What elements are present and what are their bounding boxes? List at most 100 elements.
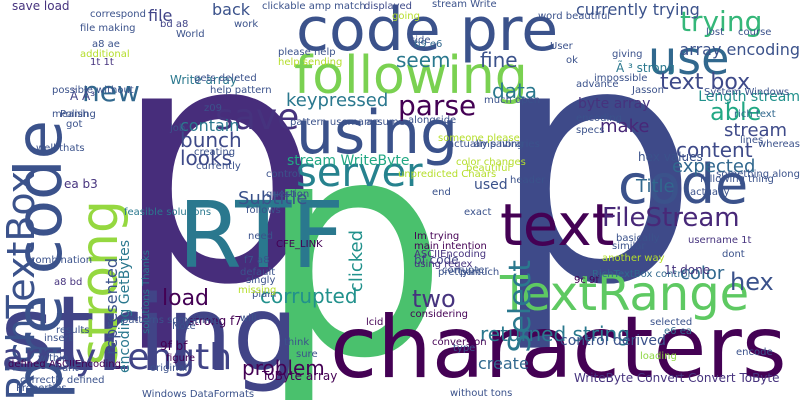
word: content bbox=[676, 138, 753, 162]
word: Note bbox=[172, 321, 196, 332]
word: a8 bd bbox=[54, 277, 83, 288]
word: make bbox=[600, 116, 650, 137]
word: selected bbox=[650, 317, 693, 328]
word: ok bbox=[566, 55, 578, 66]
word: Properties bbox=[16, 383, 67, 394]
word: encoding bbox=[576, 113, 622, 124]
word: corrupted bbox=[260, 284, 358, 308]
word: help pattern bbox=[210, 85, 272, 96]
word: contain bbox=[180, 116, 240, 135]
word: bd a8 bbox=[160, 19, 189, 30]
word: new bbox=[82, 75, 140, 108]
word: encoding GetBytes bbox=[117, 240, 133, 373]
word: color changes bbox=[456, 157, 526, 168]
word: p bbox=[490, 0, 700, 357]
word: defined ASCIIEncoding bbox=[8, 359, 121, 370]
word: Polish bbox=[60, 109, 89, 120]
word: text bbox=[500, 191, 615, 259]
word: think bbox=[284, 337, 310, 348]
word: something along bbox=[716, 169, 800, 180]
word: data bbox=[492, 79, 538, 103]
word: array encoding bbox=[679, 40, 800, 59]
word: missing bbox=[238, 285, 277, 296]
word: original bbox=[150, 363, 188, 374]
word: RichTextBox control bbox=[592, 269, 691, 280]
word: System Windows bbox=[704, 87, 790, 98]
word: byte array bbox=[578, 96, 651, 112]
word: type bbox=[453, 343, 476, 354]
word: got bbox=[66, 119, 83, 130]
word: someone please bbox=[438, 133, 520, 144]
word: dont bbox=[722, 249, 745, 260]
word: pattern username bbox=[290, 117, 380, 128]
word: Subtitle bbox=[238, 188, 308, 209]
word: lost bbox=[706, 27, 725, 38]
word: will bbox=[240, 313, 257, 324]
word: f7 a8 bbox=[244, 255, 270, 266]
word: main intention bbox=[414, 241, 487, 252]
word: similar bbox=[612, 241, 646, 252]
word: file making bbox=[80, 23, 136, 34]
word: following thing bbox=[700, 174, 774, 185]
word: used bbox=[474, 177, 508, 193]
word: a8 ae bbox=[92, 39, 120, 50]
word: two bbox=[412, 285, 456, 313]
word: results bbox=[56, 325, 90, 336]
word: returned string bbox=[480, 322, 630, 346]
word: stream bbox=[724, 120, 788, 141]
word: please help bbox=[278, 47, 336, 58]
word: looks bbox=[180, 146, 233, 170]
word: keypressed bbox=[286, 90, 389, 111]
word: another way bbox=[602, 253, 665, 264]
word: ea b3 bbox=[64, 177, 98, 191]
word: following bbox=[294, 46, 528, 106]
word: clicked bbox=[346, 230, 367, 293]
word: correspond bbox=[90, 9, 146, 20]
word: RTF bbox=[178, 182, 345, 289]
word: trying bbox=[680, 5, 763, 38]
word: conversion bbox=[432, 337, 487, 348]
word: without tons bbox=[450, 388, 513, 399]
word: well thats bbox=[36, 143, 85, 154]
word: header bbox=[510, 175, 546, 186]
word: CFE_LINK bbox=[276, 239, 323, 250]
word: rich text bbox=[734, 109, 776, 120]
word: stream WriteByte bbox=[287, 153, 410, 169]
word: specs bbox=[576, 125, 605, 136]
word: use bbox=[648, 31, 730, 85]
word: actually saving bbox=[448, 139, 524, 150]
word: impossible bbox=[594, 73, 648, 84]
word: insert bbox=[44, 333, 73, 344]
word: clickable amp match bbox=[262, 1, 366, 12]
word: part bbox=[460, 267, 481, 278]
word: possible without bbox=[52, 85, 134, 96]
word: using regex bbox=[414, 259, 473, 270]
word: hex bbox=[730, 268, 774, 296]
word: gets deleted bbox=[194, 73, 257, 84]
word: control bbox=[266, 169, 301, 180]
word: server bbox=[296, 150, 423, 196]
word: word beautiful bbox=[538, 11, 611, 22]
word: creating bbox=[194, 147, 236, 158]
word: z09 bbox=[204, 103, 222, 114]
word: want bbox=[54, 363, 79, 374]
word: load bbox=[162, 286, 210, 311]
word: exact bbox=[464, 207, 492, 218]
word: within bbox=[38, 353, 69, 364]
word: beautiful bbox=[466, 163, 511, 174]
word: question bbox=[266, 189, 310, 200]
word: alongside bbox=[408, 115, 457, 126]
word: save load bbox=[12, 0, 70, 13]
word: unpredicted Chaars bbox=[398, 169, 497, 180]
word: Write array bbox=[170, 73, 237, 87]
word: additional bbox=[80, 49, 130, 60]
word: code pre bbox=[296, 0, 559, 65]
word: assume bbox=[366, 117, 405, 128]
word: control derived bbox=[560, 333, 666, 349]
word: b9 e6 bbox=[414, 39, 443, 50]
word: p bbox=[112, 0, 322, 357]
word: job bbox=[170, 123, 186, 134]
word: code bbox=[618, 153, 749, 216]
word: combination bbox=[30, 255, 93, 266]
word: displayed bbox=[364, 1, 413, 12]
